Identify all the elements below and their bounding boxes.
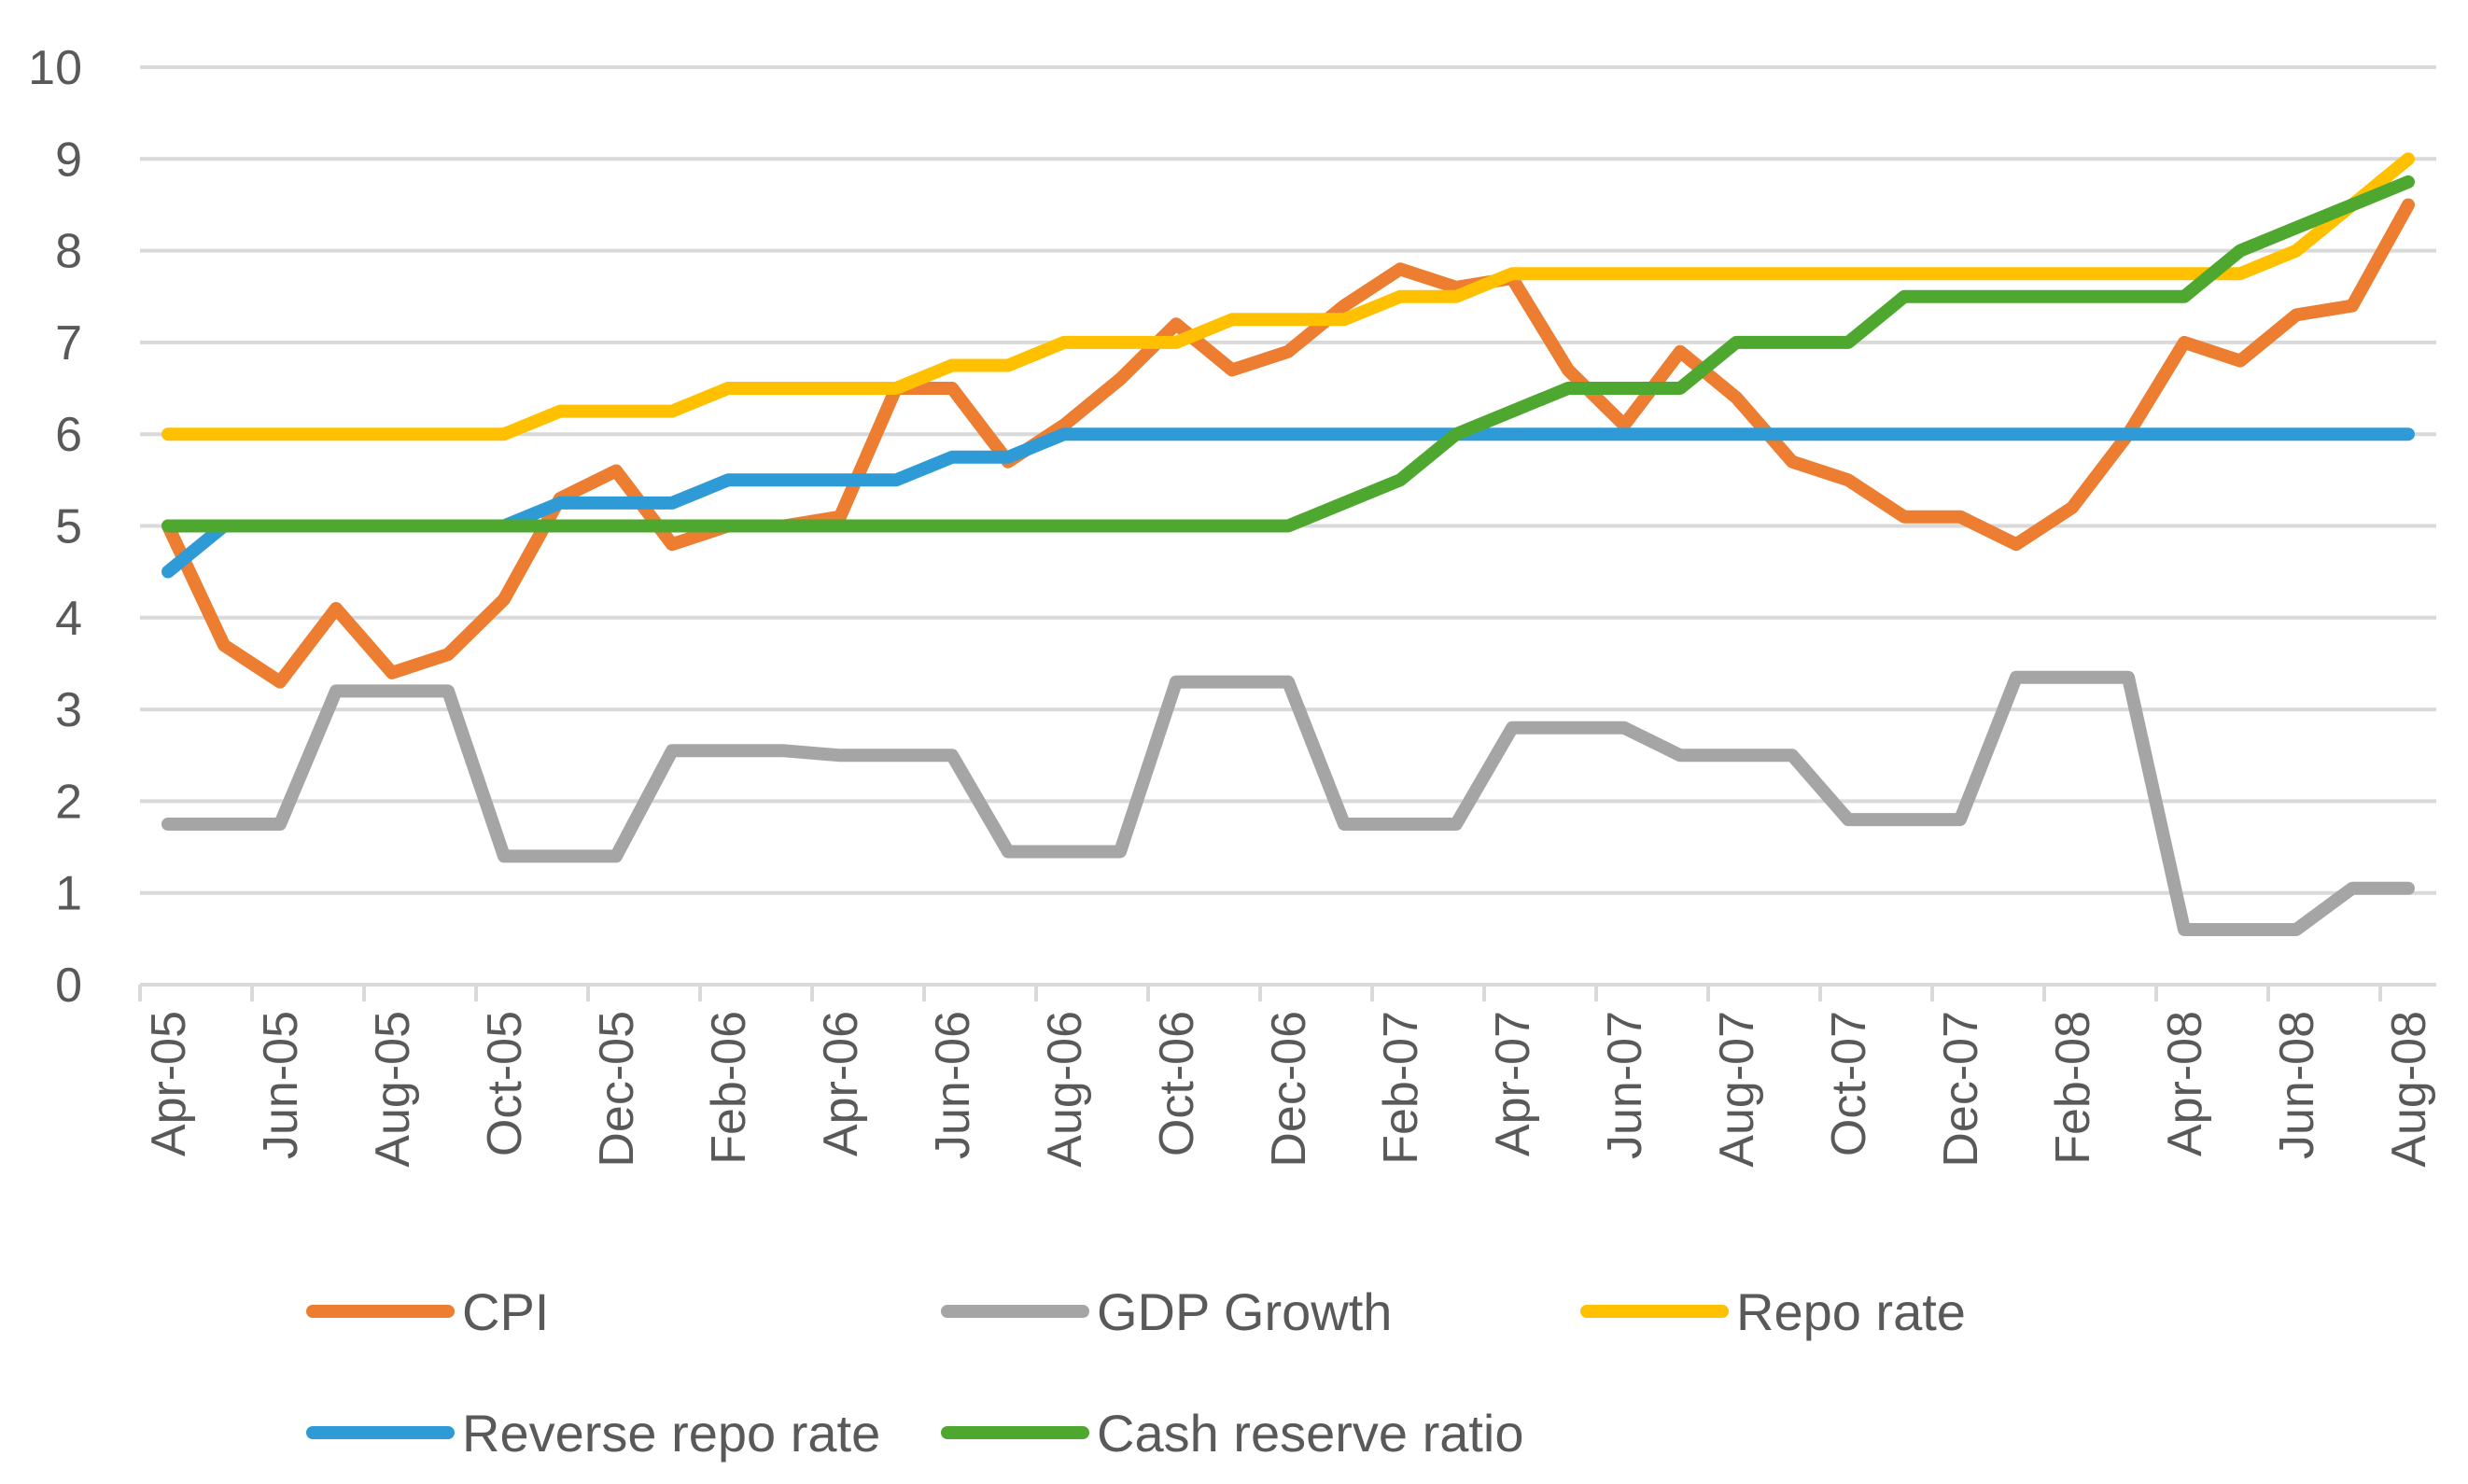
x-axis: [138, 983, 2436, 1001]
y-tick-label: 6: [55, 408, 82, 462]
x-tick-label: Dec-05: [590, 1011, 644, 1168]
y-tick-label: 2: [55, 775, 82, 829]
x-tick-label: Jun-06: [926, 1011, 980, 1159]
y-tick-label: 10: [28, 41, 82, 95]
x-tick-label: Apr-05: [142, 1011, 196, 1156]
x-tick-label: Oct-05: [478, 1011, 532, 1156]
x-tick-label: Jun-08: [2270, 1011, 2324, 1159]
series-line-reverse-repo-rate: [161, 427, 2415, 579]
x-tick-label: Aug-05: [366, 1011, 420, 1168]
x-tick-label: Feb-08: [2046, 1011, 2100, 1165]
legend-label-cpi: CPI: [462, 1282, 549, 1341]
x-tick-label: Jun-05: [254, 1011, 308, 1159]
x-tick-label: Aug-06: [1038, 1011, 1092, 1168]
y-tick-label: 5: [55, 500, 82, 554]
x-tick-label: Dec-07: [1934, 1011, 1988, 1168]
x-tick-label: Aug-08: [2382, 1011, 2436, 1168]
x-axis-tick-labels: Apr-05 Jun-05 Aug-05 Oct-05 Dec-05 Feb-06 Apr-…: [142, 1011, 2436, 1168]
y-tick-label: 4: [55, 592, 82, 646]
legend-label-gdp-growth: GDP Growth: [1097, 1282, 1392, 1341]
legend-label-cash-reserve-ratio: Cash reserve ratio: [1097, 1404, 1524, 1463]
series-line-cash-reserve-ratio: [161, 175, 2415, 533]
x-tick-label: Oct-06: [1150, 1011, 1204, 1156]
y-tick-label: 7: [55, 316, 82, 371]
series-lines: [161, 152, 2415, 936]
y-tick-label: 9: [55, 133, 82, 187]
x-tick-label: Apr-07: [1486, 1011, 1540, 1156]
x-tick-label: Apr-06: [814, 1011, 868, 1156]
series-line-repo-rate: [161, 152, 2415, 441]
y-tick-label: 8: [55, 225, 82, 279]
y-tick-label: 3: [55, 683, 82, 737]
x-tick-label: Dec-06: [1262, 1011, 1316, 1168]
x-tick-label: Feb-07: [1374, 1011, 1428, 1165]
legend-label-reverse-repo-rate: Reverse repo rate: [462, 1404, 880, 1463]
x-tick-label: Oct-07: [1822, 1011, 1876, 1156]
x-tick-label: Feb-06: [702, 1011, 756, 1165]
y-axis-tick-labels: 0 1 2 3 4 5 6 7 8 9 10: [28, 41, 82, 1013]
y-tick-label: 1: [55, 867, 82, 921]
x-tick-label: Jun-07: [1598, 1011, 1652, 1159]
legend: CPI GDP Growth Repo rate Reverse repo rate C…: [306, 1282, 1966, 1463]
x-tick-label: Apr-08: [2158, 1011, 2212, 1156]
series-line-gdp-growth: [161, 670, 2415, 936]
x-tick-label: Aug-07: [1710, 1011, 1764, 1168]
legend-label-repo-rate: Repo rate: [1736, 1282, 1966, 1341]
y-tick-label: 0: [55, 959, 82, 1013]
